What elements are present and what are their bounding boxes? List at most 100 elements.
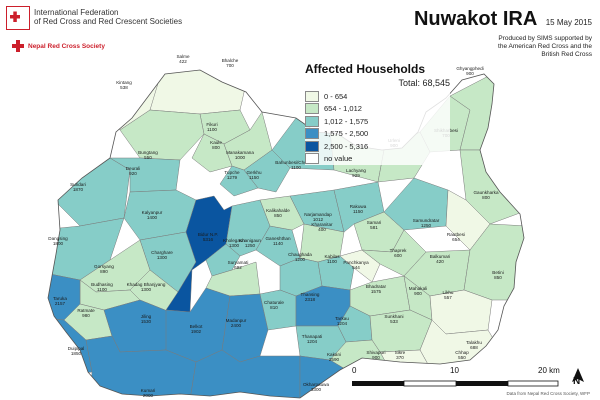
vdc-label: Balkumari 420 [430,254,450,264]
vdc-name: Okharpauwa [303,382,329,387]
vdc-name: Belkot [190,324,203,329]
vdc-label: Ghyangphedi 900 [456,66,483,76]
vdc-name: Dangsing [48,236,68,241]
legend-item: 654 - 1,012 [305,103,450,116]
vdc-label: Deurali 920 [126,166,141,176]
scale-label-10: 10 [450,366,459,375]
vdc-value: 2590 [329,357,340,362]
vdc-sundari [49,157,131,227]
vdc-name: Sikre [395,350,406,355]
vdc-kholegaun [205,243,241,277]
vdc-value: 544 [352,265,360,270]
vdc-label: Lachyang 929 [346,168,366,178]
vdc-label: Kalikahalde 850 [266,208,290,218]
vdc-value: 557 [444,295,452,300]
vdc-gerkhu [243,149,291,193]
vdc-kalikahalde [259,195,305,231]
vdc-value: 1850 [71,351,82,356]
vdc-name: Talakhu [466,340,482,345]
vdc-label: Jiling 1530 [141,314,152,324]
vdc-value: 688 [470,345,478,350]
vdc-name: Rakuwa [350,204,367,209]
vdc-value: 1279 [227,175,238,180]
vdc-label: Kalyanpur 1400 [142,210,163,220]
vdc-name: Suryamati [228,260,249,265]
vdc-value: 1300 [141,287,152,292]
vdc-value: 920 [129,171,137,176]
data-credit: Data from Nepal Red Cross Society, WFP [506,391,590,396]
vdc-label: Bhadratar 1575 [366,284,387,294]
vdc-value: 900 [414,291,422,296]
producer-line3: British Red Cross [541,51,592,58]
vdc-value: 1800 [53,241,64,246]
map-title: Nuwakot IRA [413,8,538,30]
vdc-value: 538 [120,85,128,90]
vdc-label: Samari 581 [367,220,382,230]
map-date: 15 May 2015 [545,18,592,27]
vdc-value: 1870 [73,187,84,192]
vdc-name: Ghyangphedi [456,66,483,71]
vdc-name: Thansing [301,292,320,297]
vdc-value: 400 [318,227,326,232]
vdc-label: Thanapati 1204 [302,334,322,344]
vdc-name: Bahunbesi/Chokade [275,160,317,165]
vdc-name: Kumari [141,388,156,393]
vdc-value: 1140 [273,241,283,246]
vdc-name: Budhasing [91,282,113,287]
vdc-label: Shivapuri 900 [366,350,385,360]
vdc-label: Mahakali 900 [409,286,427,296]
vdc-name: Panchkanya [343,260,369,265]
vdc-value: 900 [372,355,380,360]
vdc-name: Kintang [116,80,132,85]
vdc-name: Deurali [126,166,141,171]
vdc-value: 420 [436,259,444,264]
vdc-label: Gaunkharka 800 [473,190,498,200]
vdc-value: 1575 [371,289,382,294]
vdc-bidur [165,195,233,313]
vdc-name: Gaunkharka [473,190,498,195]
vdc-value: 1100 [327,259,337,264]
vdc-label: Kaule 800 [210,140,222,150]
vdc-value: 850 [274,213,282,218]
vdc-label: Rakuwa 1150 [350,204,367,214]
vdc-name: Jiling [141,314,152,319]
vdc-name: Shivapuri [366,350,385,355]
vdc-label: Kakani 2590 [327,352,341,362]
vdc-name: Khadag Bhanjyang [127,282,166,287]
vdc-name: Kabilas [324,254,340,259]
vdc-label: Manakamana 1000 [226,150,254,160]
legend-swatch [305,115,319,127]
vdc-label: Sundari 1870 [70,182,86,192]
scale-label-20: 20 km [538,366,560,375]
vdc-value: 1100 [207,127,217,132]
vdc-value: 1204 [307,339,318,344]
north-label: N [573,376,581,387]
vdc-name: Ganeshthan [265,236,290,241]
vdc-label: Kharanitar 400 [311,222,333,232]
producer-line1: Produced by SIMS supported by [498,35,592,42]
vdc-value: 1400 [147,215,158,220]
vdc-value: 1204 [337,321,348,326]
legend-item: 1,575 - 2,500 [305,128,450,141]
vdc-value: 2157 [55,301,66,306]
vdc-value: 1000 [235,155,246,160]
org-name-line2: of Red Cross and Red Crescent Societies [34,17,183,26]
vdc-label: Samundratar 1250 [413,218,440,228]
vdc-value: 1100 [291,165,301,170]
vdc-name: Salme [176,54,189,59]
legend-swatch [305,103,319,115]
vdc-label: Panchkanya 544 [343,260,369,270]
vdc-label: Chaturale 810 [264,300,284,310]
vdc-label: Bahunbesi/Chokade 1100 [275,160,317,170]
vdc-value: 550 [458,355,466,360]
vdc-name: Tupche [224,170,240,175]
vdc-value: 1012 [313,217,324,222]
vdc-value: 370 [396,355,404,360]
scale-label-0: 0 [352,366,357,375]
vdc-value: 850 [494,275,502,280]
vdc-label: Chhap 550 [455,350,469,360]
legend-title: Affected Households [305,62,426,76]
vdc-value: 1150 [249,175,259,180]
vdc-value: 2318 [305,297,316,302]
vdc-label: Talakhu 688 [466,340,482,350]
